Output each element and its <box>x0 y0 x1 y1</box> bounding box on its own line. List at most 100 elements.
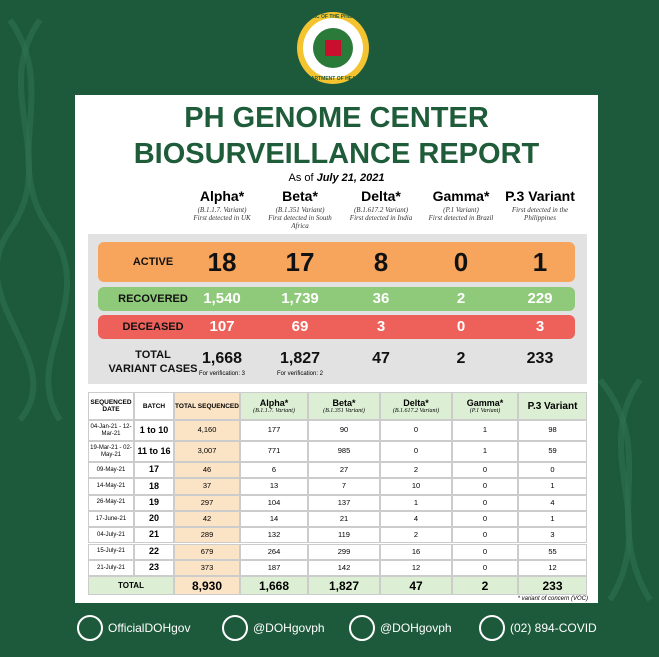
summary-row <box>98 287 575 311</box>
summary-value: 47 <box>372 349 390 367</box>
title-line: PH GENOME CENTER <box>184 102 489 134</box>
table-cell: 297 <box>174 494 240 511</box>
table-cell: 20 <box>134 510 174 528</box>
as-of-text: As of <box>288 172 314 184</box>
table-cell: 21 <box>308 510 380 528</box>
footer-text: @DOHgovph <box>253 621 325 635</box>
variant-desc: (B.1.617.2 Variant) First detected in Ind… <box>341 206 421 222</box>
variant-desc: (B.1.351 Variant) First detected in South… <box>260 206 340 230</box>
footer-text: (02) 894-COVID <box>510 621 597 635</box>
table-cell: 04-July-21 <box>88 527 134 544</box>
table-variant-name: Delta* <box>403 398 429 408</box>
table-cell: 46 <box>174 462 240 479</box>
summary-row <box>98 242 575 282</box>
table-total: 47 <box>380 576 452 596</box>
variant-code: (P.1 Variant) <box>443 206 479 214</box>
table-cell: 104 <box>240 494 308 511</box>
table-header: P.3 Variant <box>518 392 587 420</box>
summary-value: 17 <box>285 247 315 278</box>
table-cell: 679 <box>174 543 240 560</box>
table-cell: 177 <box>240 420 308 441</box>
table-cell: 55 <box>518 543 587 560</box>
variant-name: Gamma* <box>432 188 490 204</box>
summary-label-line: TOTAL <box>135 349 171 361</box>
summary-value: 2 <box>456 349 466 367</box>
summary-label: ACTIVE <box>100 255 206 269</box>
table-cell: 98 <box>518 420 587 441</box>
web-icon <box>349 615 375 641</box>
table-cell: 11 to 16 <box>134 441 174 462</box>
table-cell: 04-Jan-21 - 12-Mar-21 <box>88 420 134 441</box>
table-cell: 1 to 10 <box>134 420 174 441</box>
summary-label: DECEASED <box>100 320 206 334</box>
summary-label-line: DECEASED <box>122 321 184 333</box>
seal-bottom: DEPARTMENT OF HEALTH <box>301 76 365 82</box>
table-header: Alpha* (B.1.1.7. Variant) <box>240 392 308 420</box>
table-cell: 2 <box>380 527 452 544</box>
phone-icon <box>479 615 505 641</box>
table-cell: 12 <box>518 559 587 577</box>
table-cell: 289 <box>174 527 240 544</box>
table-cell: 27 <box>308 462 380 479</box>
summary-value: 8 <box>373 247 389 278</box>
summary-note: For verification: 2 <box>276 371 324 377</box>
summary-label: TOTAL VARIANT CASES <box>100 348 206 376</box>
table-cell: 42 <box>174 510 240 528</box>
table-cell: 0 <box>452 462 518 479</box>
variant-note: First detected in South Africa <box>268 214 332 230</box>
table-cell: 59 <box>518 441 587 462</box>
table-cell: 0 <box>452 559 518 577</box>
table-variant-code: (B.1.351 Variant) <box>323 408 365 414</box>
table-header: TOTAL SEQUENCED <box>174 392 240 420</box>
table-variant-code: (P.1 Variant) <box>469 408 501 414</box>
table-variant-name: Alpha* <box>259 398 289 408</box>
table-header: Gamma* (P.1 Variant) <box>452 392 518 420</box>
table-cell: 299 <box>308 543 380 560</box>
table-cell: 10 <box>380 478 452 495</box>
variant-desc: (B.1.1.7. Variant) First detected in UK <box>182 206 262 222</box>
table-cell: 3 <box>518 527 587 544</box>
summary-value: 3 <box>535 318 545 336</box>
variant-desc: First detected in the Philippines <box>500 206 580 222</box>
table-cell: 4 <box>518 494 587 511</box>
table-cell: 4 <box>380 510 452 528</box>
table-cell: 14-May-21 <box>88 478 134 495</box>
table-cell: 119 <box>308 527 380 544</box>
variant-note: First detected in UK <box>193 214 251 222</box>
table-cell: 14 <box>240 510 308 528</box>
as-of-text: July 21, 2021 <box>316 172 385 184</box>
footer-text: @DOHgovph <box>380 621 452 635</box>
variant-code: (B.1.1.7. Variant) <box>197 206 247 214</box>
summary-value: 1,827 <box>279 349 321 367</box>
facebook-icon <box>77 615 103 641</box>
table-cell: 4,160 <box>174 420 240 441</box>
variant-name: Beta* <box>282 188 318 204</box>
as-of: As of July 21, 2021 <box>75 172 598 184</box>
table-cell: 1 <box>518 510 587 528</box>
summary-value: 3 <box>376 318 386 336</box>
table-header: Beta* (B.1.351 Variant) <box>308 392 380 420</box>
footnote: * variant of concern (VOC) <box>517 596 588 603</box>
summary-value: 0 <box>456 318 466 336</box>
table-cell: 132 <box>240 527 308 544</box>
table-cell: 19 <box>134 494 174 511</box>
table-cell: 0 <box>452 527 518 544</box>
table-cell: 771 <box>240 441 308 462</box>
variant-note: First detected in India <box>349 214 413 222</box>
table-cell: 3,007 <box>174 441 240 462</box>
table-cell: 264 <box>240 543 308 560</box>
summary-value: 107 <box>209 318 235 336</box>
summary-value: 229 <box>527 290 553 308</box>
table-total: 1,827 <box>308 576 380 596</box>
table-cell: 09-May-21 <box>88 462 134 479</box>
table-variant-code: (B.1.617.2 Variant) <box>392 408 440 414</box>
table-cell: 26-May-21 <box>88 494 134 511</box>
table-cell: 18 <box>134 478 174 495</box>
summary-value: 1,540 <box>203 290 241 308</box>
table-cell: 0 <box>452 478 518 495</box>
table-cell: 1 <box>380 494 452 511</box>
table-header: Delta* (B.1.617.2 Variant) <box>380 392 452 420</box>
table-cell: 21-July-21 <box>88 559 134 577</box>
